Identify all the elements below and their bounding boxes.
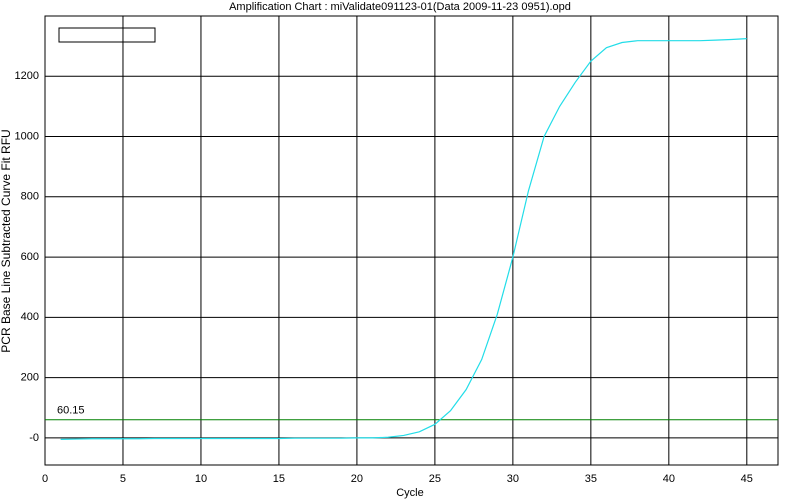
y-axis-label: PCR Base Line Subtracted Curve Fit RFU (0, 129, 13, 352)
x-tick-label: 40 (663, 473, 675, 485)
threshold-label: 60.15 (57, 405, 85, 417)
legend-box (58, 27, 156, 43)
x-tick-label: 5 (120, 473, 126, 485)
x-tick-label: 45 (741, 473, 753, 485)
plot-frame (44, 15, 779, 466)
data-line (60, 38, 747, 440)
x-tick-label: 30 (507, 473, 519, 485)
x-tick-label: 35 (585, 473, 597, 485)
x-tick-label: 15 (273, 473, 285, 485)
y-tick-label: -0 (29, 432, 39, 444)
y-tick-label: 200 (21, 372, 39, 384)
y-tick-label: 1200 (15, 70, 39, 82)
y-tick-label: 800 (21, 191, 39, 203)
x-tick-label: 25 (429, 473, 441, 485)
y-tick-label: 1000 (15, 130, 39, 142)
x-axis-label: Cycle (396, 487, 424, 499)
x-tick-label: 0 (42, 473, 48, 485)
x-tick-label: 10 (195, 473, 207, 485)
y-tick-label: 400 (21, 311, 39, 323)
x-tick-label: 20 (351, 473, 363, 485)
chart-title: Amplification Chart : miValidate091123-0… (229, 1, 571, 13)
y-tick-label: 600 (21, 251, 39, 263)
